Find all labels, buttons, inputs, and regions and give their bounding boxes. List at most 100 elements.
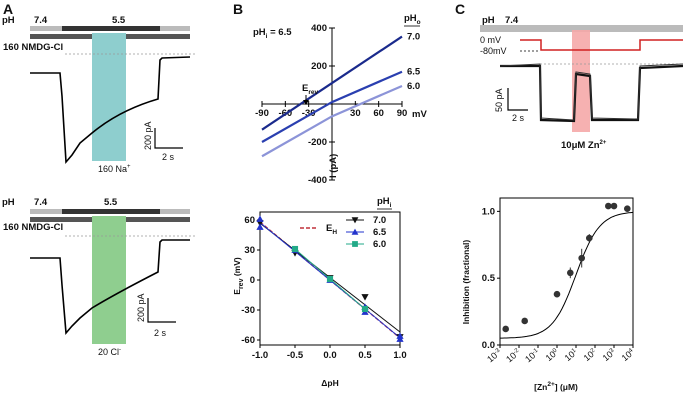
- iv-erev-annotation: Erev: [302, 83, 318, 96]
- dr-x-tick-label: 104: [620, 346, 637, 363]
- a-bottom-ion-block: [92, 216, 126, 344]
- panel-letter-c: C: [455, 1, 465, 17]
- iv-series-line-6.5: [261, 70, 403, 143]
- a-bottom-solution-label: 160 NMDG-Cl: [3, 222, 63, 233]
- iv-y-tick-label: -400: [308, 175, 327, 186]
- c-scale-time: 2 s: [512, 113, 525, 123]
- iv-series-line-6.0: [261, 84, 403, 158]
- a-bottom-ph-bar-test: [62, 209, 160, 214]
- a-top-sol-bar-right: [126, 34, 190, 39]
- iv-y-tick-label: 400: [311, 23, 327, 34]
- a-bottom-scale-current: 200 pA: [136, 293, 146, 322]
- erev-point-6.5: [256, 215, 264, 222]
- iv-x-tick-label: -30: [302, 108, 316, 119]
- a-bottom-trace: [30, 239, 190, 335]
- iv-x-tick-label: 60: [373, 108, 384, 119]
- a-bottom-ion-label: 20 Cl-: [98, 347, 121, 357]
- c-zn-label: 10μM Zn2+: [561, 140, 607, 151]
- erev-x-label: ΔpH: [321, 378, 338, 388]
- dr-point: [567, 269, 574, 277]
- a-top-scalebar: [154, 128, 183, 149]
- c-ph-bar: [480, 25, 683, 32]
- erev-x-tick-label: -1.0: [252, 350, 268, 361]
- erev-point-6.5: [256, 223, 264, 230]
- c-scalebar: [507, 88, 528, 111]
- iv-inner-title: pHi = 6.5: [253, 27, 292, 40]
- erev-y-tick-label: 0: [250, 275, 255, 286]
- erev-y-tick-label: 30: [244, 245, 255, 256]
- c-voltage-protocol: [520, 39, 683, 51]
- iv-y-ticks: -400 -200 200 400: [308, 23, 335, 186]
- erev-x-tick-label: 1.0: [393, 350, 406, 361]
- erev-point-6.0: [326, 275, 334, 283]
- iv-y-tick-label: -200: [308, 137, 327, 148]
- c-zn-block: [572, 30, 590, 132]
- iv-x-tick-label: -90: [255, 108, 269, 119]
- a-bottom-ph-test: 5.5: [104, 197, 118, 208]
- dr-point: [624, 205, 631, 212]
- dr-x-tick-label: 103: [601, 346, 618, 363]
- a-top-ion-block: [92, 33, 126, 161]
- dr-y-tick-label: 0.0: [482, 340, 495, 351]
- iv-legend-title: pHo: [404, 13, 421, 26]
- c-scale-current: 50 pA: [494, 88, 504, 112]
- a-top-trace: [30, 56, 191, 165]
- c-vhold-label: -80mV: [480, 46, 507, 56]
- iv-series-line-7.0: [261, 35, 403, 131]
- erev-point-6.0: [291, 245, 299, 253]
- a-bottom-ph-label: pH: [2, 197, 15, 208]
- panel-letter-a: A: [3, 1, 13, 17]
- a-top-ph-bar-initial: [30, 26, 62, 31]
- erev-legend-label-6.0: 6.0: [373, 239, 386, 250]
- dr-x-tick-label: 102: [582, 346, 599, 363]
- a-top-scale-current: 200 pA: [143, 121, 153, 150]
- a-top-ph-label: pH: [2, 15, 15, 26]
- erev-legend: 7.06.56.0: [346, 215, 387, 250]
- a-top-ph-test: 5.5: [112, 15, 126, 26]
- c-ph-value: 7.4: [505, 15, 519, 26]
- dr-point: [502, 325, 510, 333]
- dr-y-tick-label: 0.5: [482, 273, 496, 284]
- dr-point: [586, 234, 593, 242]
- dr-y-label: Inhibition (fractional): [461, 240, 471, 325]
- erev-y-label: Erev (mV): [232, 257, 245, 295]
- dr-x-tick-label: 10-3: [485, 346, 504, 364]
- dr-x-label: [Zn2+] (μM): [534, 381, 578, 392]
- a-top-ion-label: 160 Na+: [98, 164, 131, 174]
- iv-series: [261, 35, 403, 158]
- a-top-ph-initial: 7.4: [34, 15, 48, 26]
- iv-x-tick-label: 90: [397, 108, 408, 119]
- erev-point-7.0: [361, 294, 369, 301]
- erev-y-tick-label: -30: [241, 305, 255, 316]
- a-top-ph-bar-return: [160, 26, 190, 31]
- dr-point: [521, 317, 528, 325]
- erev-y-tick-label: 60: [244, 215, 255, 226]
- a-top-scale-time: 2 s: [162, 152, 175, 162]
- a-top-sol-bar-left: [30, 34, 92, 39]
- dr-point: [553, 290, 561, 298]
- c-current-trace-overlay: [499, 63, 683, 121]
- erev-x-tick-label: 0.0: [323, 350, 336, 361]
- dr-point: [605, 202, 612, 210]
- erev-legend-label-7.0: 7.0: [373, 215, 386, 226]
- erev-eh-legend-label: EH: [326, 223, 337, 236]
- iv-x-label: mV: [412, 109, 427, 120]
- dr-y-ticks: 0.0 0.5 1.0: [482, 206, 500, 351]
- dr-x-tick-label: 101: [563, 346, 580, 363]
- dr-points: [502, 202, 631, 333]
- dr-x-tick-label: 10-2: [504, 346, 523, 364]
- iv-series-label-6.0: 6.0: [407, 81, 420, 92]
- erev-point-6.5: [396, 335, 404, 342]
- dr-x-tick-label: 10-1: [523, 346, 542, 364]
- iv-y-tick-label: 200: [311, 61, 327, 72]
- dose-response-chart: 10-3 10-2 10-1 100 101 102 103 104 0.0 0.5 1.0 [Z…: [461, 197, 637, 392]
- a-bottom-scalebar: [147, 298, 176, 323]
- erev-y-tick-label: -60: [241, 335, 255, 346]
- erev-legend-title: pHi: [377, 196, 392, 209]
- erev-point-6.0: [361, 305, 369, 313]
- dr-x-ticks: 10-3 10-2 10-1 100 101 102 103 104: [485, 345, 637, 364]
- dr-point: [578, 254, 585, 262]
- erev-x-tick-label: -0.5: [287, 350, 304, 361]
